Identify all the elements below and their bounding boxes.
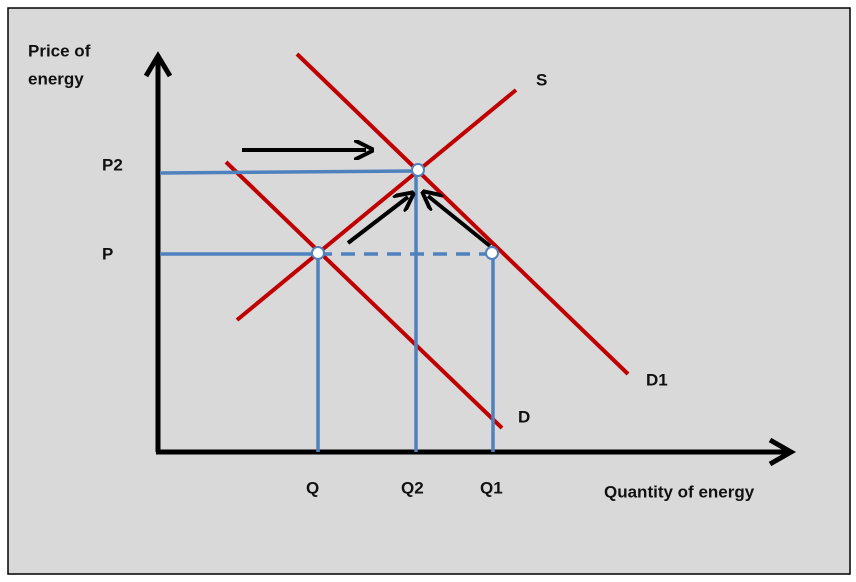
quantity-label: Q2	[401, 478, 424, 497]
curve-label: S	[536, 70, 547, 89]
equilibrium-point	[311, 246, 325, 260]
price-label: P2	[102, 155, 123, 174]
move-arrow	[428, 196, 492, 248]
quantity-label: Q	[306, 478, 319, 497]
curve-label: D1	[646, 370, 668, 389]
quantity-label: Q1	[480, 478, 503, 497]
background	[7, 7, 851, 575]
excess-point	[485, 246, 499, 260]
y-axis-label: energy	[28, 69, 84, 88]
x-axis-arrow	[768, 437, 797, 467]
x-axis-label: Quantity of energy	[604, 482, 755, 501]
price-label: P	[102, 244, 113, 263]
demand-new-curve	[295, 52, 630, 376]
equilibrium-point	[411, 163, 425, 177]
move-arrow	[346, 197, 408, 245]
y-axis-arrow	[143, 51, 173, 78]
p2-line	[159, 169, 419, 175]
demand-curve	[224, 160, 504, 430]
y-axis-label: Price of	[28, 41, 91, 60]
supply-curve	[235, 88, 518, 322]
curve-label: D	[518, 407, 530, 426]
